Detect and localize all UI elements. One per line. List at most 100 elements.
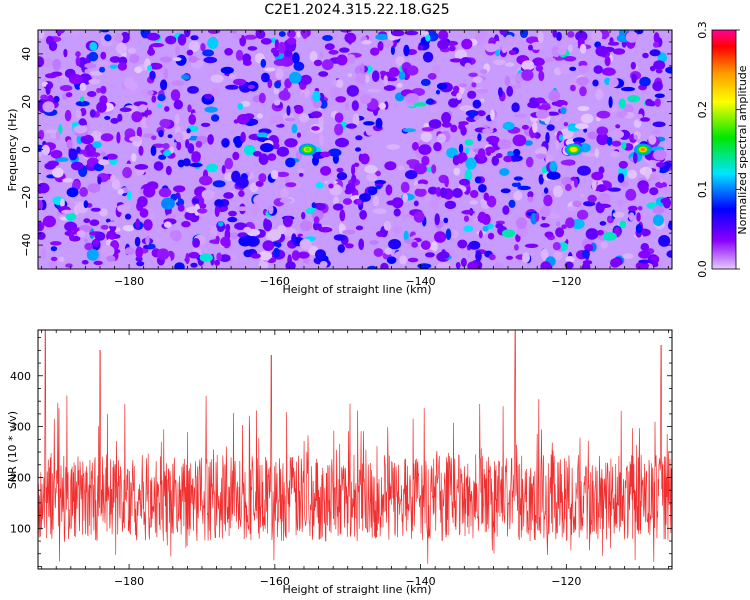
spectrogram-cell — [224, 157, 234, 170]
spectrogram-cell — [490, 109, 495, 121]
spectrogram-cell — [546, 171, 561, 180]
spectrogram-cell — [42, 215, 57, 228]
spectrogram-cell — [210, 225, 218, 236]
spectrogram-cell — [260, 143, 274, 153]
spectrogram-cell — [607, 187, 622, 192]
spectrogram-cell — [38, 199, 44, 211]
spectrogram-cell — [153, 161, 164, 171]
spectrogram-cell — [516, 217, 528, 230]
spectrogram-cell — [310, 111, 322, 119]
spectrogram-cell — [530, 41, 544, 50]
spectrogram-cell — [552, 30, 557, 38]
spectrogram-cell — [214, 205, 220, 217]
colorbar: 0.0 0.1 0.2 0.3 Normalized spectral amplitu… — [696, 21, 749, 278]
spectrogram-cell — [596, 110, 611, 119]
spectrogram-cell — [311, 126, 320, 131]
spectrogram-cell — [219, 254, 231, 262]
spectrogram-cell — [437, 39, 449, 50]
spectrogram-cell — [651, 130, 662, 135]
spectrogram-cell — [468, 72, 478, 78]
spectrogram-cell — [268, 229, 282, 241]
spectrogram-cell — [467, 261, 480, 269]
spectrogram-cell — [540, 248, 549, 261]
spectrogram-cell — [151, 95, 157, 103]
spectrogram-cell — [506, 85, 514, 97]
spectrogram-cell — [336, 54, 348, 66]
spectrogram-cell — [188, 114, 196, 125]
spectrogram-cell — [274, 80, 282, 89]
spectrogram-cell — [465, 157, 477, 170]
spectrogram-cell — [90, 130, 103, 142]
spectrogram-cell — [225, 84, 239, 90]
spectrogram-cell — [474, 176, 482, 184]
spectrogram-cell — [635, 223, 643, 234]
spectrogram-cell — [594, 148, 599, 158]
spectrogram-cell — [104, 34, 112, 42]
spectrogram-cell — [627, 205, 638, 212]
spectrogram-cell — [131, 153, 137, 162]
spectrogram-cell — [500, 188, 511, 194]
spectrogram-cell — [667, 220, 672, 231]
spectrogram-cell — [207, 37, 219, 49]
spectrogram-cell — [232, 30, 237, 34]
x-tick-label: −120 — [551, 575, 581, 588]
spectrogram-cell — [268, 204, 274, 215]
spectrogram-cell — [390, 45, 395, 56]
spectrogram-cell — [540, 261, 552, 269]
spectrogram-cell — [415, 183, 428, 189]
spectrogram-cell — [377, 41, 384, 51]
spectrogram-cell — [441, 112, 452, 124]
spectrogram-cell — [157, 94, 166, 102]
spectrogram-cell — [187, 143, 195, 154]
spectrogram-cell — [655, 68, 663, 74]
spectrogram-cell — [618, 98, 626, 109]
spectrogram-cell — [135, 246, 143, 259]
spectrogram-cell — [38, 231, 46, 240]
spectrogram-cell — [582, 152, 597, 157]
spectrogram-cell — [64, 109, 72, 122]
spectrogram-cell — [388, 67, 400, 78]
spectrogram-cell — [431, 164, 437, 174]
spectrogram-cell — [502, 205, 510, 215]
spectrogram-cell — [189, 162, 203, 168]
spectrogram-cell — [439, 187, 447, 199]
spectrogram-cell — [89, 42, 98, 51]
spectrogram-cell — [122, 225, 135, 232]
spectrogram-cell — [285, 182, 297, 188]
spectrogram-cell — [229, 72, 235, 80]
spectrogram-cell — [639, 76, 651, 87]
spectrogram-cell — [41, 168, 49, 176]
spectrogram-cell — [400, 181, 410, 193]
spectrogram-cell — [475, 250, 482, 262]
spectrogram-cell — [610, 258, 621, 268]
spectrogram-cell — [186, 49, 194, 56]
y-tick-label: 300 — [10, 421, 31, 434]
spectrogram-cell — [136, 261, 145, 267]
spectrogram-cell — [660, 187, 670, 193]
spectrogram-cell — [187, 86, 199, 94]
spectrogram-x-ticks: −180 −160 −140 −120 — [41, 30, 669, 288]
spectrogram-cell — [90, 207, 101, 212]
spectrogram-cell — [633, 151, 638, 164]
spectrogram-cell — [218, 221, 224, 227]
spectrogram-cell — [538, 174, 544, 185]
spectrogram-cell — [174, 262, 185, 269]
spectrogram-cell — [149, 70, 156, 81]
spectrogram-cell — [75, 51, 81, 58]
spectrogram-cell — [580, 192, 585, 198]
spectrogram-cell — [99, 208, 108, 217]
spectrogram-cell — [160, 79, 168, 91]
spectrogram-cell — [540, 223, 550, 228]
snr-frame — [37, 329, 673, 570]
spectrogram-cell — [582, 249, 590, 259]
spectrogram-cell — [579, 86, 587, 97]
spectrogram-cell — [321, 59, 334, 71]
spectrogram-cell — [165, 35, 177, 45]
spectrogram-cell — [158, 187, 172, 198]
spectrogram-cell — [307, 260, 313, 268]
spectrogram-cell — [538, 146, 547, 155]
spectrogram-cell — [284, 138, 298, 148]
spectrogram-cell — [521, 69, 534, 81]
spectrogram-cell — [273, 87, 279, 95]
spectrogram-cell — [425, 34, 431, 42]
